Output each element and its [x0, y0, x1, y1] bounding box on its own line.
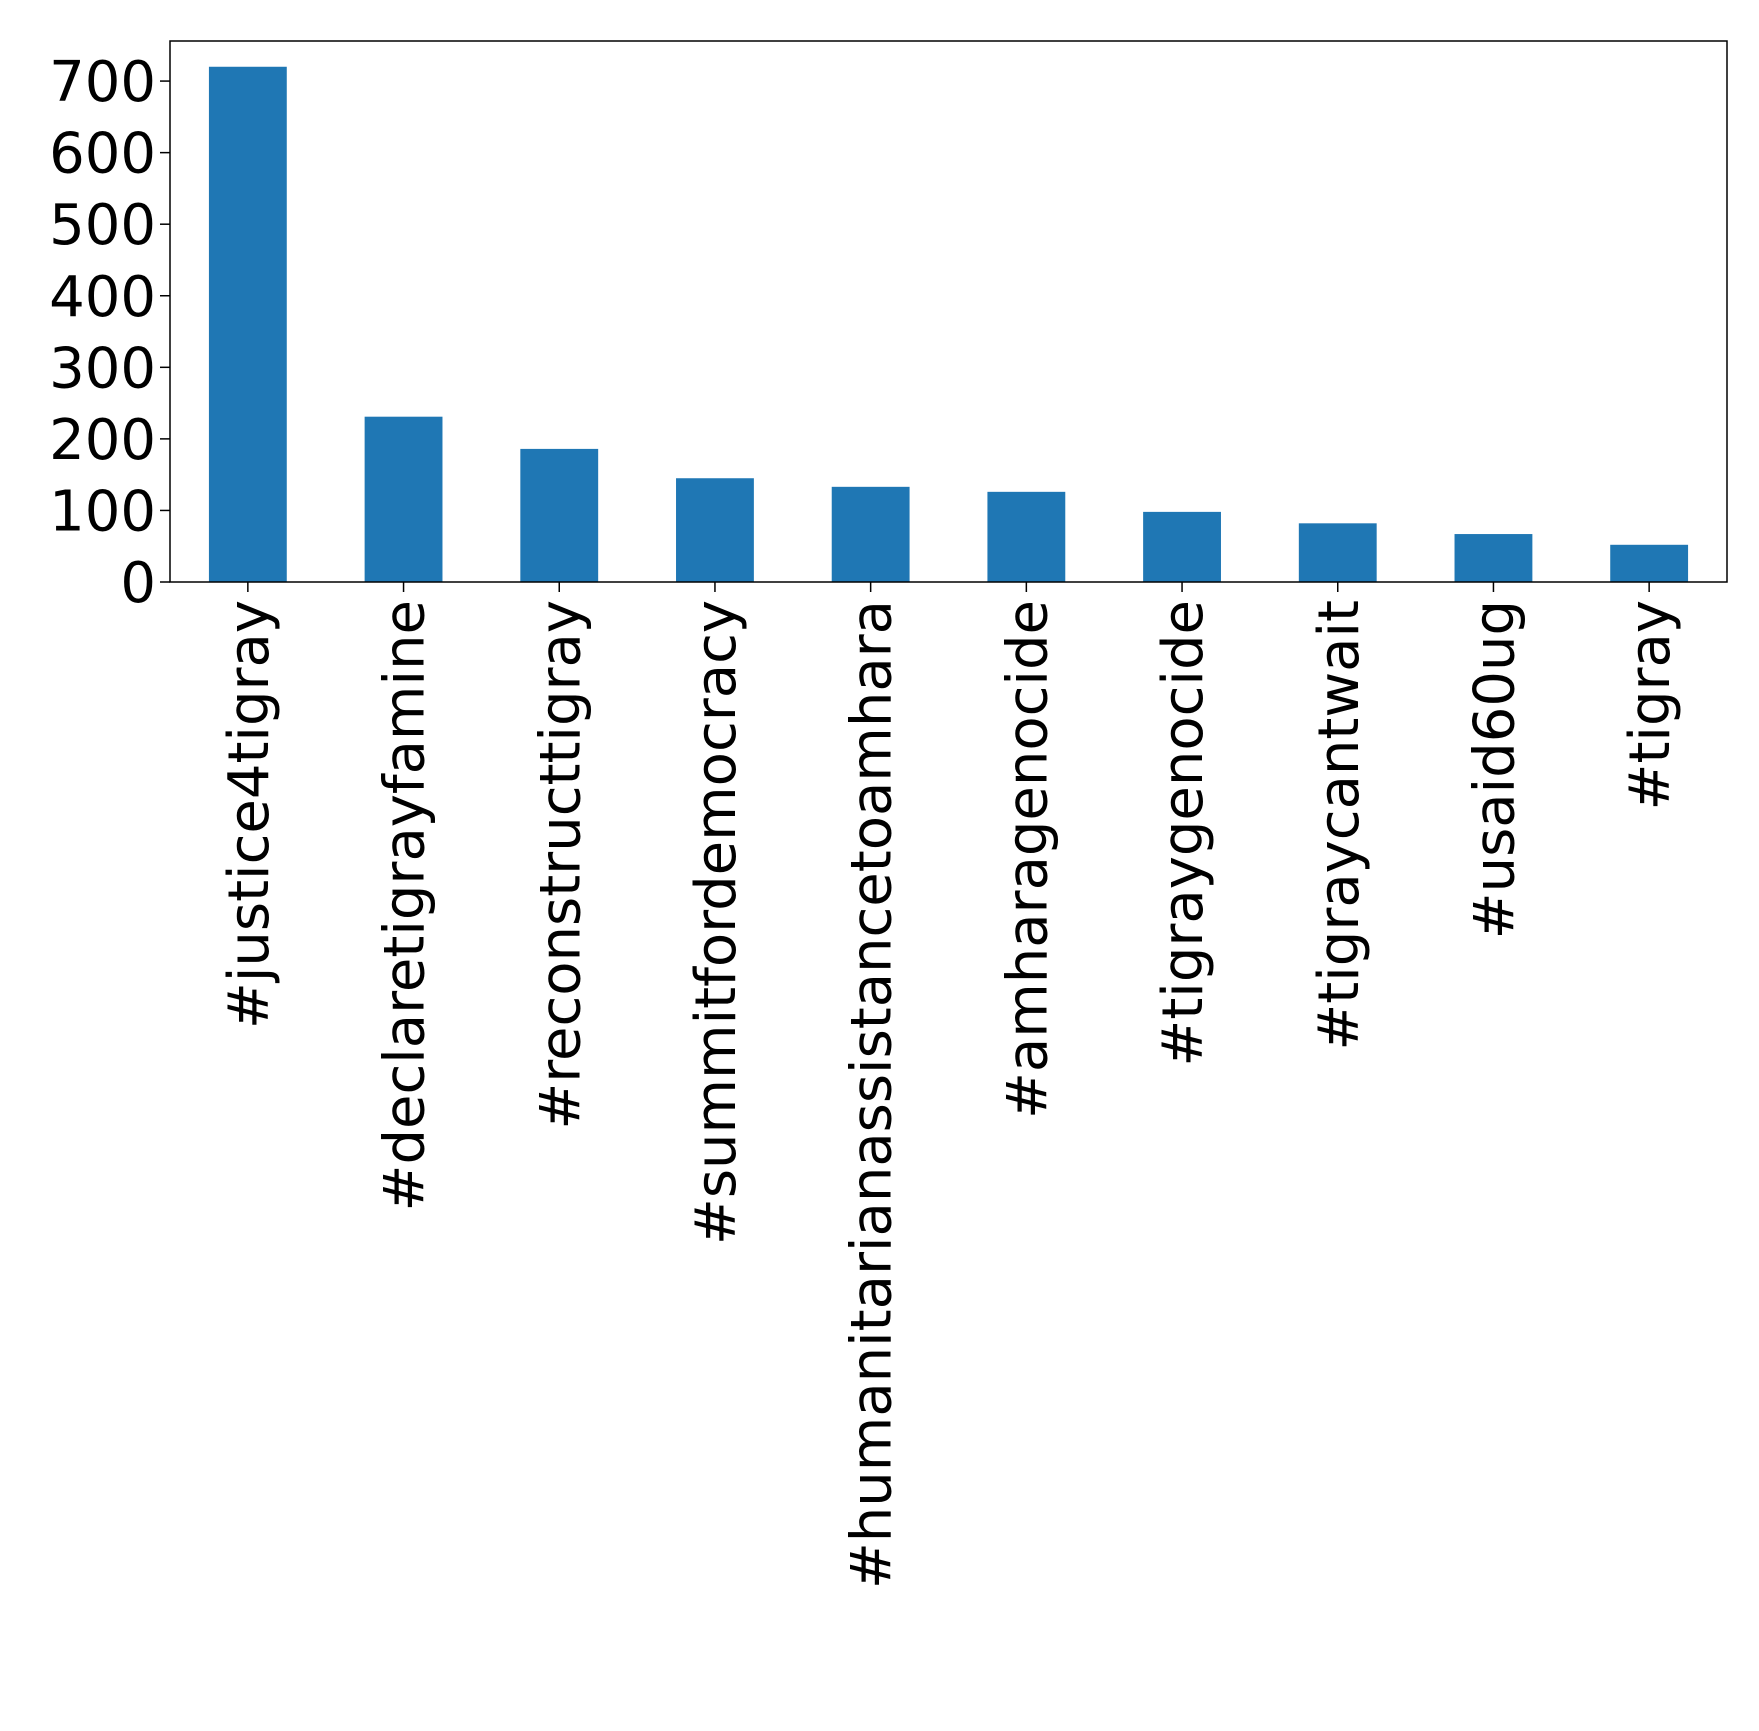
x-tick-label: #humanitarianassistancetoamhara — [840, 600, 905, 1589]
bar-tigraygenocide — [1143, 511, 1221, 582]
y-tick-label: 600 — [49, 122, 156, 187]
x-axis: #justice4tigray #declaretigrayfamine #reco… — [217, 582, 1683, 1589]
y-tick-label: 400 — [49, 265, 156, 330]
x-tick-label: #summitfordemocracy — [684, 600, 749, 1245]
y-tick-label: 100 — [49, 479, 156, 544]
x-tick-label: #justice4tigray — [217, 600, 282, 1029]
bar-tigraycantwait — [1298, 523, 1377, 582]
bar-justice4tigray — [208, 66, 287, 582]
y-tick-label: 0 — [120, 551, 156, 616]
bar-usaid60ug — [1454, 534, 1533, 582]
x-tick-label: #usaid60ug — [1462, 600, 1527, 939]
x-tick-label: #reconstructtigray — [528, 600, 593, 1130]
x-tick-label: #tigraycantwait — [1307, 600, 1372, 1051]
x-tick-label: #tigray — [1618, 600, 1683, 810]
bar-amharagenocide — [987, 491, 1066, 582]
bars-group — [208, 66, 1689, 582]
bar-reconstructtigray — [520, 448, 599, 582]
x-tick-label: #amharagenocide — [995, 600, 1060, 1119]
x-tick-label: #declaretigrayfamine — [373, 600, 438, 1211]
bar-summitfordemocracy — [676, 478, 754, 582]
plot-frame — [169, 40, 1728, 583]
y-tick-label: 500 — [49, 193, 156, 258]
y-tick-label: 300 — [49, 336, 156, 401]
bar-tigray — [1610, 544, 1689, 582]
bar-humanitarianassistancetoamhara — [831, 486, 910, 582]
y-tick-label: 200 — [49, 408, 156, 473]
x-tick-label: #tigraygenocide — [1151, 600, 1216, 1067]
y-tick-label: 700 — [49, 50, 156, 115]
bar-declaretigrayfamine — [364, 416, 443, 582]
